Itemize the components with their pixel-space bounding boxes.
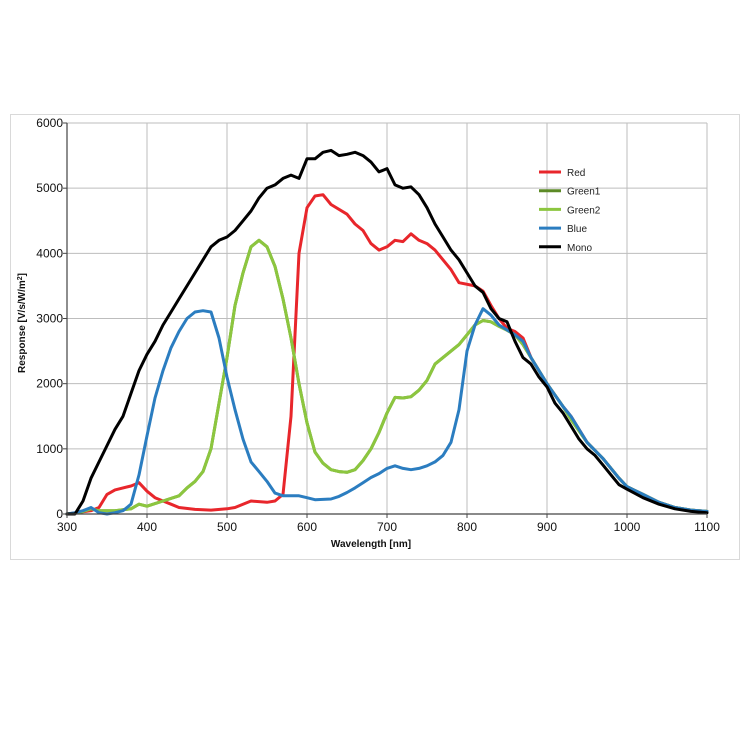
x-tick-label: 600 — [297, 520, 317, 534]
legend-label-mono: Mono — [567, 243, 592, 254]
tick-labels: 300 400 500 600 700 800 900 1000 1100 0 1000 2000 30… — [36, 116, 720, 534]
y-axis-title-main: Response [V/s/W/m — [17, 280, 28, 373]
grid-lines — [66, 122, 708, 515]
y-axis-title: Response [V/s/W/m2] — [17, 273, 29, 373]
x-tick-label: 500 — [217, 520, 237, 534]
series-line-blue — [65, 307, 709, 516]
y-tick-label: 5000 — [36, 181, 63, 195]
y-tick-label: 4000 — [36, 246, 63, 260]
y-tick-label: 0 — [56, 507, 63, 521]
chart-frame: 300 400 500 600 700 800 900 1000 1100 0 1000 2000 30… — [10, 114, 740, 560]
legend-label-blue: Blue — [567, 224, 587, 235]
series-lines — [65, 148, 709, 516]
x-tick-label: 1100 — [694, 520, 720, 534]
y-tick-label: 6000 — [36, 116, 63, 130]
y-tick-label: 3000 — [36, 312, 63, 326]
x-tick-label: 800 — [457, 520, 477, 534]
legend: Red Green1 Green2 Blue Mono — [539, 168, 601, 254]
y-axis-title-sup: 2 — [17, 276, 24, 280]
y-tick-label: 1000 — [36, 442, 63, 456]
y-tick-label: 2000 — [36, 377, 63, 391]
y-axis-title-end: ] — [17, 273, 28, 276]
legend-label-green1: Green1 — [567, 187, 601, 198]
x-tick-label: 300 — [57, 520, 77, 534]
x-axis-title: Wavelength [nm] — [331, 539, 411, 550]
legend-label-green2: Green2 — [567, 205, 601, 216]
x-tick-label: 900 — [537, 520, 557, 534]
series-line-mono — [65, 148, 709, 516]
x-tick-label: 1000 — [614, 520, 641, 534]
x-tick-label: 700 — [377, 520, 397, 534]
x-tick-label: 400 — [137, 520, 157, 534]
axes — [63, 122, 708, 518]
spectral-response-chart: 300 400 500 600 700 800 900 1000 1100 0 1000 2000 30… — [17, 116, 721, 550]
legend-label-red: Red — [567, 168, 585, 179]
